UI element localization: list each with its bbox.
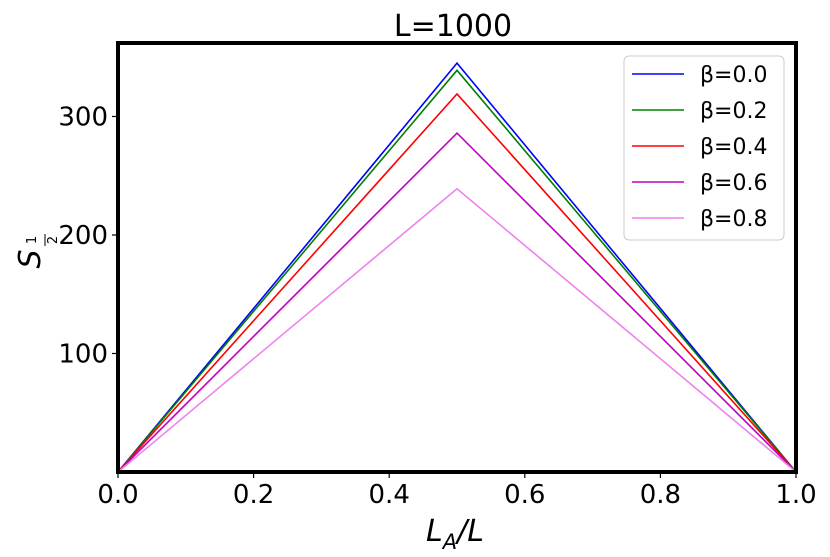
y-tick-label-2: 300 [58,102,108,132]
legend-label-2: β=0.4 [700,135,767,160]
series-line-0 [117,61,797,473]
x-axis-label-main: L [426,514,443,549]
x-axis-label-rest: /L [454,514,484,549]
y-tick-label-0: 100 [58,339,108,369]
legend-label-0: β=0.0 [700,63,767,88]
series-line-3 [117,131,797,473]
x-tick-label-1: 0.2 [233,480,274,510]
series-line-4 [117,187,797,473]
legend-label-1: β=0.2 [700,99,767,124]
y-axis-label-main: S [13,249,48,268]
x-axis-label-subscript: A [441,530,457,554]
x-tick-label-3: 0.6 [504,480,545,510]
y-tick-label-1: 200 [58,221,108,251]
x-axis-label: LA/L [426,514,484,554]
x-tick-label-5: 1.0 [775,480,816,510]
plot-lines [117,61,797,473]
series-line-1 [117,69,797,473]
legend-box [623,55,785,241]
x-tick-label-4: 0.8 [640,480,681,510]
x-axis-ticks: 0.0 0.2 0.4 0.6 0.8 1.0 [97,472,817,510]
y-axis-ticks: 100 200 300 [58,102,118,369]
legend-label-3: β=0.6 [700,171,767,196]
y-axis-label-sub-denominator: 2 [46,236,61,244]
y-axis-label: S 1 2 [13,234,61,269]
legend: β=0.0 β=0.2 β=0.4 β=0.6 β=0.8 [623,55,785,241]
x-tick-label-0: 0.0 [97,480,138,510]
chart-title: L=1000 [394,9,512,44]
legend-label-4: β=0.8 [700,207,767,232]
y-axis-label-sub-numerator: 1 [25,236,40,244]
plot-frame [116,41,798,474]
x-tick-label-2: 0.4 [369,480,410,510]
series-line-2 [117,92,797,473]
